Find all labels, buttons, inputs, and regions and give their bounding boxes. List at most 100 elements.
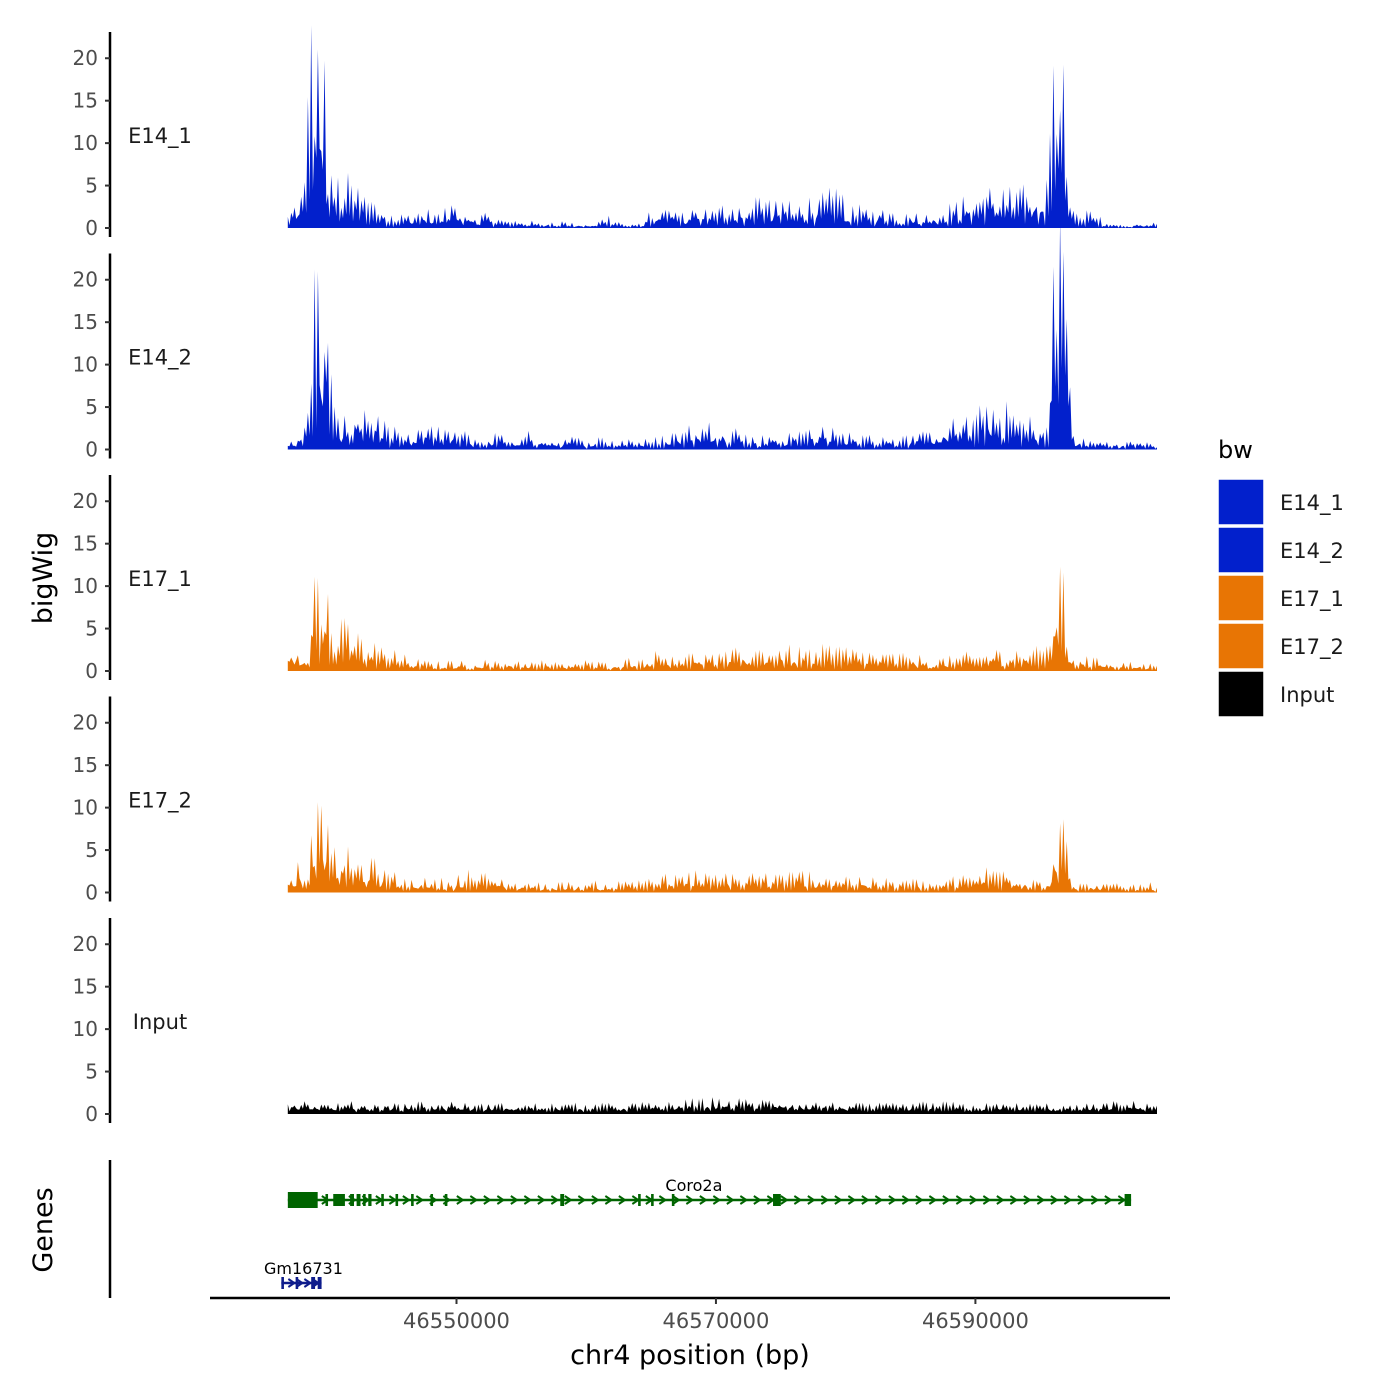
track-E17_1: 0 5 10 15 20 E17_1 bbox=[73, 475, 1157, 683]
strand-chevron bbox=[793, 1195, 803, 1205]
x-tick-label: 46590000 bbox=[922, 1309, 1029, 1333]
strand-chevron bbox=[537, 1195, 546, 1205]
gene-exon bbox=[295, 1277, 299, 1289]
y-tick-label: 10 bbox=[73, 796, 98, 820]
strand-chevron bbox=[915, 1195, 924, 1205]
legend-label-E17_2: E17_2 bbox=[1280, 635, 1344, 660]
strand-chevron bbox=[591, 1195, 600, 1205]
strand-chevron bbox=[753, 1195, 762, 1205]
y-tick-label: 15 bbox=[73, 310, 98, 334]
gene-Gm16731: Gm16731 bbox=[264, 1259, 343, 1289]
gene-exon bbox=[287, 1192, 318, 1208]
gene-exon bbox=[651, 1194, 654, 1206]
strand-chevron bbox=[982, 1195, 992, 1205]
gene-label-Coro2a: Coro2a bbox=[665, 1176, 722, 1195]
strand-chevron bbox=[847, 1195, 857, 1205]
strand-chevron bbox=[1117, 1195, 1127, 1205]
strand-chevron bbox=[820, 1195, 830, 1205]
track-label-E17_2: E17_2 bbox=[128, 789, 192, 814]
y-tick-label: 5 bbox=[85, 1060, 98, 1084]
strand-chevron bbox=[996, 1195, 1005, 1205]
y-tick-label: 15 bbox=[73, 532, 98, 556]
strand-chevron bbox=[523, 1195, 533, 1205]
y-tick-label: 0 bbox=[85, 1102, 98, 1126]
y-tick-label: 10 bbox=[73, 574, 98, 598]
strand-chevron bbox=[456, 1195, 465, 1205]
strand-chevron bbox=[303, 1278, 313, 1288]
strand-chevron bbox=[672, 1195, 681, 1205]
strand-chevron bbox=[496, 1195, 506, 1205]
x-tick-label: 46570000 bbox=[663, 1309, 770, 1333]
strand-chevron bbox=[1036, 1195, 1046, 1205]
y-axis-title: bigWig bbox=[28, 532, 59, 625]
signal-area-Input bbox=[287, 1097, 1157, 1114]
strand-chevron bbox=[510, 1195, 519, 1205]
strand-chevron bbox=[1009, 1195, 1019, 1205]
y-tick-label: 20 bbox=[73, 489, 98, 513]
strand-chevron bbox=[807, 1195, 816, 1205]
x-axis: 46550000 46570000 46590000 bbox=[210, 1296, 1170, 1333]
y-tick-label: 15 bbox=[73, 753, 98, 777]
strand-chevron bbox=[1050, 1195, 1059, 1205]
y-tick-label: 20 bbox=[73, 711, 98, 735]
gene-exon bbox=[560, 1194, 565, 1206]
gene-exon bbox=[350, 1194, 354, 1206]
y-tick-label: 0 bbox=[85, 216, 98, 240]
x-axis-title: chr4 position (bp) bbox=[570, 1340, 810, 1371]
signal-area-E17_2 bbox=[287, 802, 1157, 893]
y-tick-label: 15 bbox=[73, 975, 98, 999]
gene-exon bbox=[325, 1194, 329, 1206]
strand-chevron bbox=[712, 1195, 722, 1205]
legend-key-E14_2 bbox=[1217, 526, 1265, 574]
gene-exon bbox=[430, 1194, 434, 1206]
gene-exon bbox=[773, 1194, 781, 1206]
x-tick-label: 46550000 bbox=[403, 1309, 510, 1333]
legend-label-Input: Input bbox=[1280, 683, 1334, 707]
legend-key-E14_1 bbox=[1217, 478, 1265, 526]
gene-exon bbox=[411, 1194, 414, 1206]
strand-chevron bbox=[658, 1195, 668, 1205]
y-tick-label: 10 bbox=[73, 131, 98, 155]
y-tick-label: 15 bbox=[73, 89, 98, 113]
strand-chevron bbox=[483, 1195, 492, 1205]
strand-chevron bbox=[287, 1278, 297, 1288]
strand-chevron bbox=[402, 1195, 411, 1205]
strand-chevron bbox=[861, 1195, 870, 1205]
gene-exon bbox=[311, 1277, 316, 1289]
signal-area-E14_2 bbox=[287, 219, 1157, 450]
gene-exon bbox=[356, 1194, 361, 1206]
y-tick-label: 20 bbox=[73, 46, 98, 70]
strand-chevron bbox=[550, 1195, 560, 1205]
y-tick-label: 0 bbox=[85, 881, 98, 905]
legend-key-E17_1 bbox=[1217, 574, 1265, 622]
legend-label-E17_1: E17_1 bbox=[1280, 587, 1344, 612]
gene-label-Gm16731: Gm16731 bbox=[264, 1259, 343, 1278]
track-Input: 0 5 10 15 20 Input bbox=[73, 918, 1157, 1126]
legend-title: bw bbox=[1218, 436, 1253, 464]
strand-chevron bbox=[699, 1195, 708, 1205]
strand-chevron bbox=[604, 1195, 614, 1205]
y-tick-label: 20 bbox=[73, 268, 98, 292]
strand-chevron bbox=[1063, 1195, 1073, 1205]
gene-exon bbox=[363, 1194, 366, 1206]
gene-exon bbox=[368, 1194, 372, 1206]
strand-chevron bbox=[1023, 1195, 1032, 1205]
legend-key-E17_2 bbox=[1217, 622, 1265, 670]
gene-exon bbox=[1124, 1194, 1132, 1206]
gene-exon bbox=[671, 1194, 675, 1206]
strand-chevron bbox=[415, 1195, 425, 1205]
gene-exon bbox=[395, 1194, 399, 1206]
strand-chevron bbox=[388, 1195, 398, 1205]
strand-chevron bbox=[942, 1195, 951, 1205]
gene-exon bbox=[281, 1277, 284, 1289]
signal-area-E17_1 bbox=[287, 566, 1157, 671]
gene-exon bbox=[638, 1194, 641, 1206]
strand-chevron bbox=[901, 1195, 911, 1205]
track-label-E14_2: E14_2 bbox=[128, 346, 192, 371]
track-E14_1: 0 5 10 15 20 E14_1 bbox=[73, 25, 1157, 240]
strand-chevron bbox=[874, 1195, 884, 1205]
strand-chevron bbox=[1090, 1195, 1100, 1205]
y-tick-label: 5 bbox=[85, 838, 98, 862]
gene-annotation-track: Coro2a Gm16731 bbox=[108, 1160, 1132, 1298]
